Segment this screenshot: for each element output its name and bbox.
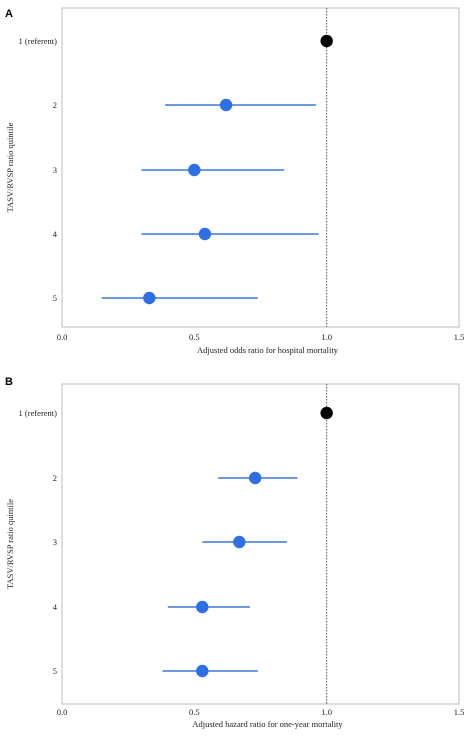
estimate-point (219, 98, 233, 112)
x-axis-label: Adjusted odds ratio for hospital mortali… (197, 345, 339, 355)
y-tick-label: 2 (53, 100, 57, 110)
x-tick-label: 1.5 (454, 707, 465, 717)
x-tick-label: 1.0 (321, 332, 332, 342)
y-tick-label: 1 (referent) (19, 36, 58, 46)
estimate-point (233, 535, 246, 549)
x-tick-label: 0.0 (57, 332, 68, 342)
y-tick-label: 3 (53, 537, 57, 547)
estimate-point (188, 163, 201, 177)
estimate-point (196, 600, 209, 614)
estimate-point (198, 227, 212, 241)
plot-frame (61, 7, 460, 328)
x-tick-label: 0.5 (189, 332, 200, 342)
x-tick-label: 0.0 (57, 707, 68, 717)
estimate-point (196, 664, 209, 678)
referent-point (320, 406, 333, 420)
y-tick-label: 3 (53, 165, 57, 175)
y-tick-label: 5 (53, 666, 57, 676)
y-tick-label: 5 (53, 293, 57, 303)
x-axis-label: Adjusted hazard ratio for one-year morta… (192, 719, 343, 729)
forest-panel-b: B TASV/RVSP ratio quintile 1 (referent) 2 3 4… (5, 376, 464, 729)
x-tick-label: 1.5 (454, 332, 465, 342)
estimate-point (249, 471, 262, 485)
plot-frame (61, 383, 460, 705)
x-tick-label: 1.0 (321, 707, 332, 717)
y-tick-label: 2 (53, 473, 57, 483)
forest-panel-a: A TASV/RVSP ratio quintile 1 (referent) 2 3 4… (5, 7, 465, 355)
y-tick-label: 4 (53, 602, 58, 612)
panel-label: B (5, 376, 13, 388)
y-tick-label: 4 (53, 229, 58, 239)
y-tick-label: 1 (referent) (19, 408, 58, 418)
y-axis-label: TASV/RVSP ratio quintile (5, 499, 15, 589)
x-tick-label: 0.5 (189, 707, 200, 717)
y-axis-label: TASV/RVSP ratio quintile (5, 122, 15, 212)
estimate-point (143, 291, 156, 305)
referent-point (320, 34, 333, 48)
panel-label: A (5, 8, 13, 20)
